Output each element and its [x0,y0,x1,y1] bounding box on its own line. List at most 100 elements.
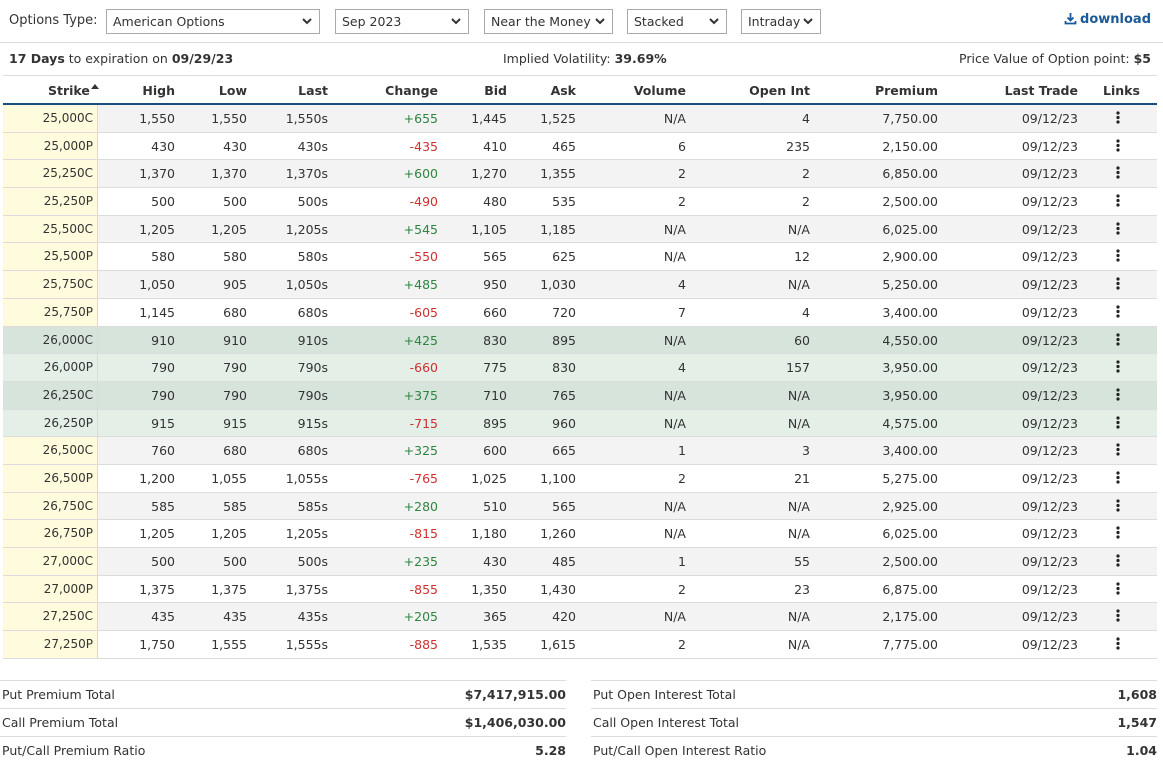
open-int-cell: 60 [794,332,810,348]
table-row: 27,250P 1,750 1,555 1,555s -885 1,535 1,615 2 N/… [3,631,1157,659]
more-options-icon[interactable] [1112,498,1124,514]
call-oi-total-row: Call Open Interest Total 1,547 [591,708,1157,736]
chevron-down-icon [595,18,605,25]
more-options-icon[interactable] [1112,415,1124,431]
strike-cell: 25,750P [3,298,98,326]
change-cell: +280 [403,498,438,514]
summary-value: 1,547 [1117,715,1157,730]
more-options-icon[interactable] [1112,553,1124,569]
bid-cell: 1,180 [471,526,507,542]
ask-cell: 1,355 [540,166,576,182]
more-options-icon[interactable] [1112,470,1124,486]
last-trade-column-header[interactable]: Last Trade [1004,83,1078,98]
bid-cell: 950 [483,277,507,293]
open-int-cell: 2 [802,194,810,210]
implied-volatility: Implied Volatility: 39.69% [503,51,667,66]
period-select[interactable]: Intraday [741,9,821,34]
table-body: 25,000C 1,550 1,550 1,550s +655 1,445 1,525 N/A… [3,105,1157,659]
premium-column-header[interactable]: Premium [874,83,938,98]
more-options-icon[interactable] [1112,359,1124,375]
more-options-icon[interactable] [1112,221,1124,237]
expiration-select[interactable]: Sep 2023 [335,9,469,34]
put-oi-total-row: Put Open Interest Total 1,608 [591,680,1157,708]
high-cell: 1,200 [139,470,175,486]
low-cell: 915 [223,415,247,431]
bid-cell: 1,350 [471,581,507,597]
premium-cell: 5,275.00 [882,470,938,486]
premium-cell: 2,150.00 [882,138,938,154]
premium-cell: 4,575.00 [882,415,938,431]
last-cell: 1,375s [285,581,328,597]
summary-label: Call Premium Total [2,715,119,730]
strike-value: 26,250P [43,415,93,430]
download-link[interactable]: download [1064,12,1151,27]
table-row: 25,250C 1,370 1,370 1,370s +600 1,270 1,355 2 2 6… [3,160,1157,189]
ask-column-header[interactable]: Ask [550,83,576,98]
options-table: Strike High Low Last Change Bid Ask Volu… [3,77,1157,659]
more-options-icon[interactable] [1112,248,1124,264]
ask-cell: 665 [552,443,576,459]
premium-cell: 2,900.00 [882,249,938,265]
change-cell: -435 [409,138,438,154]
links-column-header: Links [1103,83,1140,98]
last-trade-cell: 09/12/23 [1021,221,1078,237]
more-options-icon[interactable] [1112,276,1124,292]
volume-cell: 2 [678,581,686,597]
open-int-cell: N/A [787,415,810,431]
strike-cell: 26,750C [3,492,98,520]
more-options-icon[interactable] [1112,138,1124,154]
strike-cell: 25,500P [3,243,98,271]
more-options-icon[interactable] [1112,525,1124,541]
high-column-header[interactable]: High [142,83,175,98]
bid-cell: 430 [483,554,507,569]
put-premium-total-row: Put Premium Total $7,417,915.00 [0,680,566,708]
last-trade-cell: 09/12/23 [1021,138,1078,154]
more-options-icon[interactable] [1112,608,1124,624]
more-options-icon[interactable] [1112,193,1124,209]
strike-cell: 25,500C [3,215,98,243]
expiration-value: Sep 2023 [342,14,402,29]
more-options-icon[interactable] [1112,581,1124,597]
last-cell: 1,555s [285,637,328,653]
change-cell: +485 [403,277,438,293]
more-options-icon[interactable] [1112,387,1124,403]
more-options-icon[interactable] [1112,636,1124,652]
moneyness-select[interactable]: Near the Money [484,9,613,34]
more-options-icon[interactable] [1112,165,1124,181]
volume-column-header[interactable]: Volume [633,83,686,98]
more-options-icon[interactable] [1112,110,1124,126]
table-row: 26,750C 585 585 585s +280 510 565 N/A N/A 2,925.0… [3,492,1157,521]
last-column-header[interactable]: Last [298,83,328,98]
bid-cell: 510 [483,498,507,514]
strike-value: 25,250P [43,194,93,209]
bid-cell: 1,445 [471,111,507,126]
high-cell: 430 [151,138,175,154]
more-options-icon[interactable] [1112,442,1124,458]
last-cell: 1,205s [285,221,328,237]
low-column-header[interactable]: Low [218,83,247,98]
table-row: 26,250P 915 915 915s -715 895 960 N/A N/A 4,575.0… [3,409,1157,438]
more-options-icon[interactable] [1112,332,1124,348]
last-cell: 500s [297,194,328,210]
strike-column-header[interactable]: Strike [48,83,99,98]
high-cell: 585 [151,498,175,514]
more-options-icon[interactable] [1112,304,1124,320]
change-cell: -490 [409,194,438,210]
strike-cell: 25,250C [3,160,98,188]
open-int-column-header[interactable]: Open Int [749,83,810,98]
volume-cell: N/A [663,526,686,542]
volume-cell: 4 [678,277,686,293]
strike-cell: 25,750C [3,271,98,298]
summary-value: 1,608 [1117,687,1157,702]
volume-cell: 2 [678,166,686,182]
table-row: 25,000C 1,550 1,550 1,550s +655 1,445 1,525 N/A… [3,105,1157,133]
open-int-cell: N/A [787,221,810,237]
layout-select[interactable]: Stacked [627,9,727,34]
last-cell: 680s [297,443,328,459]
bid-column-header[interactable]: Bid [484,83,507,98]
high-cell: 915 [151,415,175,431]
strike-value: 26,750C [42,498,93,513]
last-cell: 1,205s [285,526,328,542]
options-type-select[interactable]: American Options [106,9,320,34]
change-column-header[interactable]: Change [385,83,438,98]
